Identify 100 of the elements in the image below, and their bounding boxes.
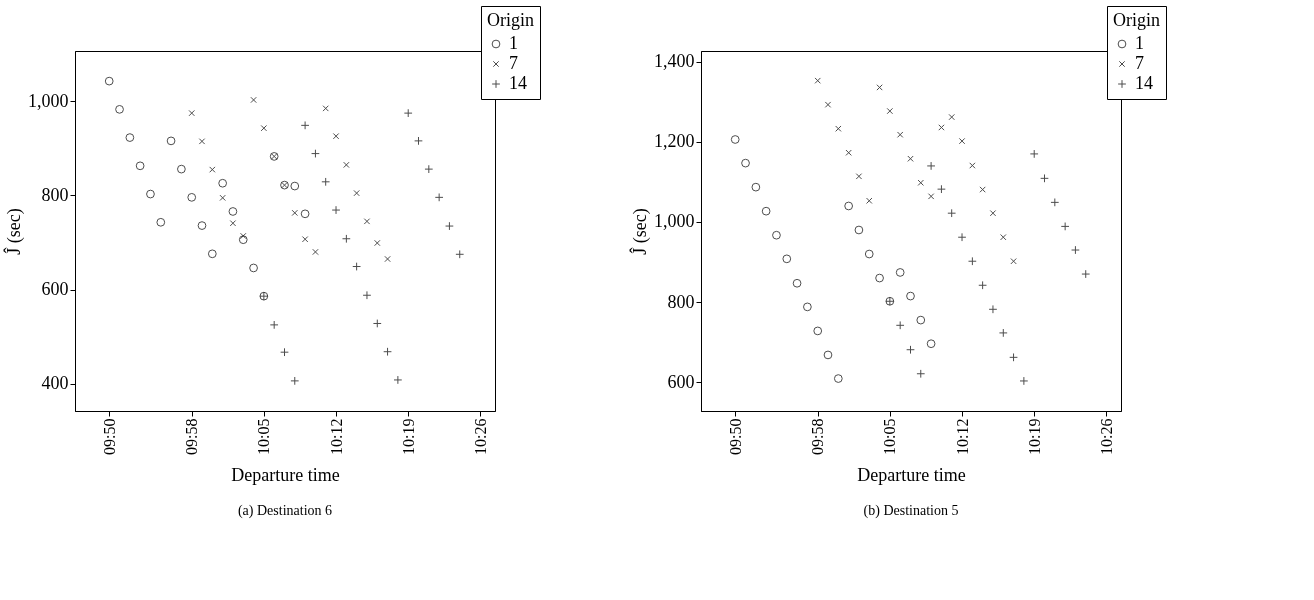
point: [1010, 258, 1017, 265]
point: [969, 162, 976, 169]
point: [1009, 352, 1018, 362]
point: [916, 369, 926, 379]
point: [353, 189, 360, 197]
point: [218, 178, 228, 188]
point: [782, 254, 792, 264]
point: [166, 136, 176, 146]
y-axis-title: Ĵ (sec): [629, 208, 651, 255]
point: [104, 76, 114, 86]
text: (a) Destination 6: [237, 503, 333, 520]
point: [1060, 222, 1070, 231]
point: [813, 326, 823, 336]
y-tick-label: 1,200: [654, 131, 695, 152]
point: [455, 249, 465, 259]
point: [957, 232, 967, 242]
x-tick-label: 10:12: [327, 418, 345, 455]
point: [895, 268, 905, 277]
y-tick-label: 1,400: [654, 51, 695, 72]
point: [1000, 234, 1007, 241]
point: [207, 249, 217, 259]
x-axis-title: Departure time: [231, 464, 340, 485]
y-tick-label: 600: [667, 371, 695, 392]
y-tick-label: 1,000: [654, 211, 695, 232]
y-tick-label: 1,000: [28, 90, 69, 111]
point: [403, 108, 413, 118]
point: [445, 221, 454, 231]
point: [300, 120, 310, 130]
point: [331, 205, 341, 215]
point: [434, 192, 444, 202]
point: [290, 376, 300, 386]
point: [907, 155, 914, 162]
x-tick-label: 09:50: [726, 418, 744, 455]
point: [393, 375, 403, 385]
point: [937, 184, 946, 194]
point: [886, 107, 894, 115]
x-tick-label: 09:58: [183, 418, 201, 455]
point: [383, 347, 392, 357]
point: [866, 197, 873, 204]
y-tick-label: 800: [667, 291, 695, 312]
point: [290, 181, 300, 191]
point: [362, 290, 372, 300]
point: [188, 109, 195, 117]
x-tick-label: 10:26: [1097, 418, 1115, 455]
point: [363, 218, 371, 225]
point: [424, 164, 434, 174]
legend-label: 7: [509, 53, 518, 73]
point: [917, 179, 924, 186]
point: [209, 166, 216, 173]
point: [229, 220, 237, 227]
x-tick-label: 10:12: [953, 418, 971, 455]
point: [896, 131, 904, 138]
point: [988, 304, 998, 314]
point: [115, 104, 124, 114]
point: [947, 208, 957, 218]
point: [835, 125, 842, 132]
point: [751, 182, 761, 192]
point: [301, 236, 309, 243]
point: [989, 209, 997, 217]
point: [792, 278, 802, 288]
text: (b) Destination 5: [863, 503, 959, 520]
point: [979, 186, 986, 193]
point: [269, 320, 279, 330]
point: [824, 101, 832, 108]
point: [240, 232, 247, 240]
point: [250, 96, 257, 104]
point: [1029, 149, 1039, 159]
legend-title: Origin: [487, 10, 534, 30]
point: [855, 173, 863, 180]
point: [291, 209, 298, 217]
point: [198, 138, 206, 145]
x-axis-title: Departure time: [857, 464, 966, 485]
point: [1071, 245, 1080, 255]
point: [177, 164, 186, 174]
x-tick-label: 09:50: [100, 418, 118, 455]
x-tick-label: 10:19: [399, 418, 417, 455]
point: [978, 280, 987, 290]
point: [895, 320, 905, 330]
point: [156, 217, 166, 227]
point: [125, 133, 135, 142]
x-tick-label: 10:19: [1025, 418, 1043, 455]
legend-label: 1: [509, 33, 518, 53]
y-tick-label: 800: [41, 184, 69, 205]
point: [374, 239, 381, 247]
point: [1019, 376, 1029, 386]
point: [321, 177, 331, 187]
point: [341, 234, 351, 244]
point: [1050, 198, 1060, 207]
point: [926, 161, 936, 171]
point: [730, 135, 740, 144]
point: [228, 207, 238, 216]
point: [938, 124, 945, 131]
point: [741, 158, 750, 168]
x-tick-label: 09:58: [809, 418, 827, 455]
point: [312, 248, 319, 256]
legend-label: 7: [1135, 53, 1144, 73]
point: [135, 161, 145, 171]
legend-label: 14: [509, 73, 527, 93]
point: [219, 194, 226, 202]
point: [322, 105, 329, 112]
